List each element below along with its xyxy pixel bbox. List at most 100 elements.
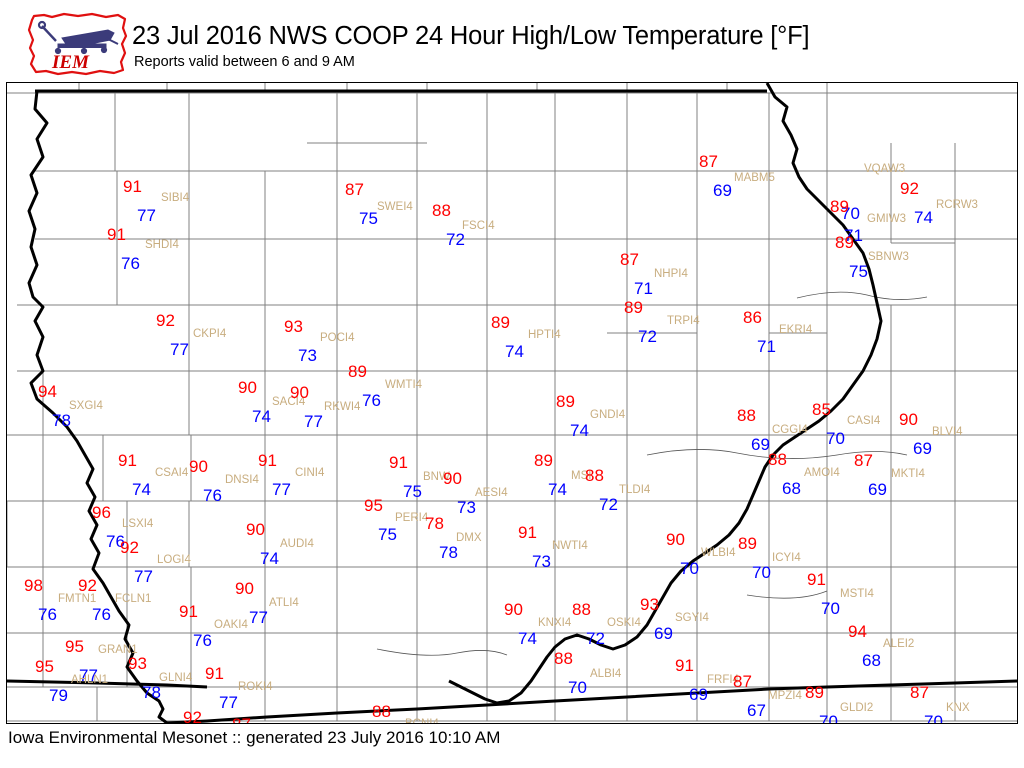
low-temp-value: 76 <box>362 391 381 410</box>
high-temp-value: 88 <box>737 406 756 425</box>
low-temp-value: 77 <box>219 693 238 712</box>
station-id-label: ALBI4 <box>590 668 622 680</box>
high-temp-value: 90 <box>238 378 257 397</box>
high-temp-value: 89 <box>805 683 824 702</box>
low-temp-value: 72 <box>586 629 605 648</box>
station-id-label: CINI4 <box>295 467 325 479</box>
high-temp-value: 88 <box>372 702 391 721</box>
station-id-label: ROKI4 <box>238 681 273 693</box>
high-temp-value: 90 <box>443 469 462 488</box>
station-id-label: OAKI4 <box>214 619 248 631</box>
low-temp-value: 70 <box>821 599 840 618</box>
low-temp-value: 70 <box>819 712 838 724</box>
high-temp-value: 91 <box>518 523 537 542</box>
low-temp-value: 74 <box>132 480 151 499</box>
station-id-label: SBNW3 <box>868 251 909 263</box>
iem-logo: IEM <box>22 8 138 78</box>
low-temp-value: 69 <box>751 435 770 454</box>
footer-credit: Iowa Environmental Mesonet :: generated … <box>8 728 501 747</box>
station-id-label: FMTN1 <box>58 593 97 605</box>
station-id-label: TRPI4 <box>667 315 700 327</box>
station-id-label: GLNI4 <box>159 672 193 684</box>
station-id-label: AMOI4 <box>804 467 840 479</box>
high-temp-value: 93 <box>284 317 303 336</box>
low-temp-value: 69 <box>913 439 932 458</box>
high-temp-value: 91 <box>258 451 277 470</box>
station-id-label: BCNI4 <box>405 718 439 724</box>
low-temp-value: 78 <box>52 411 71 430</box>
map-boundaries-layer <box>7 83 1017 723</box>
low-temp-value: 72 <box>638 327 657 346</box>
high-temp-value: 93 <box>128 654 147 673</box>
low-temp-value: 70 <box>680 559 699 578</box>
high-temp-value: 86 <box>743 308 762 327</box>
station-id-label: MABM5 <box>734 172 775 184</box>
station-id-label: MPZI4 <box>768 690 802 702</box>
high-temp-value: 91 <box>118 451 137 470</box>
high-temp-value: 93 <box>640 595 659 614</box>
low-temp-value: 70 <box>568 678 587 697</box>
station-id-label: BLVI4 <box>932 426 963 438</box>
station-id-label: FRFI4 <box>707 674 739 686</box>
high-temp-value: 90 <box>235 579 254 598</box>
low-temp-value: 73 <box>298 346 317 365</box>
low-temp-value: 77 <box>134 567 153 586</box>
station-id-label: NWTI4 <box>552 540 588 552</box>
low-temp-value: 74 <box>252 407 271 426</box>
high-temp-value: 89 <box>830 197 849 216</box>
station-id-label: SGYI4 <box>675 612 709 624</box>
high-temp-value: 87 <box>232 716 251 723</box>
low-temp-value: 73 <box>532 552 551 571</box>
high-temp-value: 95 <box>35 657 54 676</box>
iem-logo-text: IEM <box>51 52 90 73</box>
page-header: IEM 23 Jul 2016 NWS COOP 24 Hour High/Lo… <box>0 0 1024 82</box>
low-temp-value: 68 <box>862 651 881 670</box>
low-temp-value: 70 <box>841 204 860 223</box>
low-temp-value: 74 <box>518 629 537 648</box>
river-lines <box>376 291 928 656</box>
high-temp-value: 90 <box>290 383 309 402</box>
low-temp-value: 71 <box>757 337 776 356</box>
low-temp-value: 71 <box>844 226 863 245</box>
station-id-label: GRAN1 <box>98 644 138 656</box>
station-id-label: FSCI4 <box>462 220 495 232</box>
page-title: 23 Jul 2016 NWS COOP 24 Hour High/Low Te… <box>132 22 810 50</box>
station-id-label: AHLN1 <box>71 674 109 686</box>
station-id-label: MSTI4 <box>840 588 874 600</box>
high-temp-value: 91 <box>389 453 408 472</box>
high-temp-value: 90 <box>504 600 523 619</box>
high-temp-value: 87 <box>699 152 718 171</box>
station-id-label: TLDI4 <box>619 484 651 496</box>
high-temp-value: 87 <box>854 451 873 470</box>
station-id-label: POCI4 <box>320 332 355 344</box>
high-temp-value: 85 <box>812 400 831 419</box>
high-temp-value: 89 <box>624 298 643 317</box>
low-temp-value: 69 <box>713 181 732 200</box>
low-temp-value: 75 <box>849 262 868 281</box>
station-id-label: NHPI4 <box>654 268 688 280</box>
high-temp-value: 91 <box>807 570 826 589</box>
low-temp-value: 77 <box>79 666 98 685</box>
low-temp-value: 77 <box>137 206 156 225</box>
low-temp-value: 70 <box>924 712 943 724</box>
high-temp-value: 92 <box>156 311 175 330</box>
station-id-label: MKTI4 <box>891 468 925 480</box>
station-id-label: BNW <box>423 471 450 483</box>
low-temp-value: 75 <box>403 482 422 501</box>
high-temp-value: 88 <box>554 649 573 668</box>
low-temp-value: 72 <box>599 495 618 514</box>
station-id-label: KNXI4 <box>538 617 572 629</box>
low-temp-value: 73 <box>457 498 476 517</box>
iowa-temperature-map[interactable]: 91 77 SIBI4 91 76 SHDI4 87 75 SWEI4 88 72 FSCI4 87 69… <box>6 82 1018 724</box>
high-temp-value: 89 <box>738 534 757 553</box>
high-temp-value: 89 <box>556 392 575 411</box>
station-id-label: ALEI2 <box>883 638 915 650</box>
station-id-label: ATLI4 <box>269 597 299 609</box>
station-id-label: AESI4 <box>475 487 508 499</box>
low-temp-value: 79 <box>49 686 68 705</box>
station-id-label: RKWI4 <box>324 401 361 413</box>
station-id-label: DMX <box>456 532 482 544</box>
high-temp-value: 91 <box>107 225 126 244</box>
state-boundary <box>7 83 1017 723</box>
high-temp-value: 92 <box>120 538 139 557</box>
